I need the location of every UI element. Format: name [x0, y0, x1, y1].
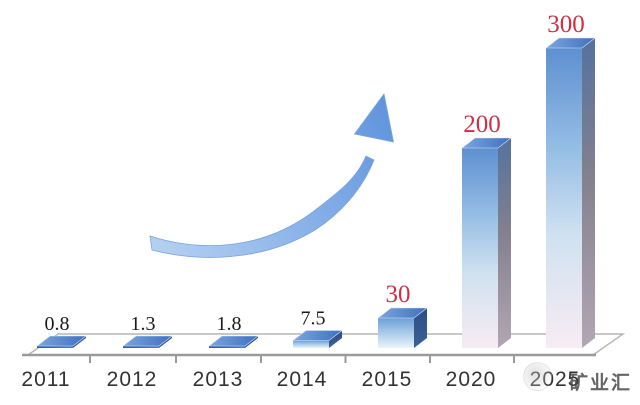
- value-label-2013: 1.8: [217, 313, 242, 335]
- year-label-2011: 2011: [21, 368, 70, 391]
- growth-arrow-icon: [149, 93, 395, 258]
- bars-group: [36, 37, 596, 348]
- value-label-2025: 300: [547, 11, 585, 38]
- year-label-2014: 2014: [277, 368, 328, 391]
- bar-2015: [377, 307, 428, 348]
- value-label-2012: 1.3: [131, 313, 156, 335]
- value-label-2011: 0.8: [45, 313, 70, 335]
- axis-ticks: [89, 355, 515, 363]
- bar-2025: [545, 37, 596, 348]
- watermark-text: 矿业汇: [568, 373, 632, 394]
- bar-2011: [36, 335, 87, 348]
- year-labels-group: 2011 2012 2013 2014 2015 2020 2025: [21, 368, 579, 391]
- year-label-2015: 2015: [362, 368, 413, 391]
- value-label-2020: 200: [463, 111, 501, 138]
- value-label-2015: 30: [386, 281, 411, 308]
- bar-2013: [208, 335, 259, 348]
- bar-2012: [122, 335, 173, 348]
- bar-2014: [292, 330, 343, 348]
- value-label-2014: 7.5: [301, 308, 326, 330]
- year-label-2020: 2020: [446, 368, 497, 391]
- watermark-logo-icon: [522, 362, 552, 391]
- bar-2020: [461, 137, 512, 348]
- watermark: 矿业汇: [522, 362, 632, 395]
- value-labels-group: 0.8 1.3 1.8 7.5 30 200 300: [45, 11, 585, 335]
- year-label-2012: 2012: [107, 368, 158, 391]
- year-label-2013: 2013: [193, 368, 244, 391]
